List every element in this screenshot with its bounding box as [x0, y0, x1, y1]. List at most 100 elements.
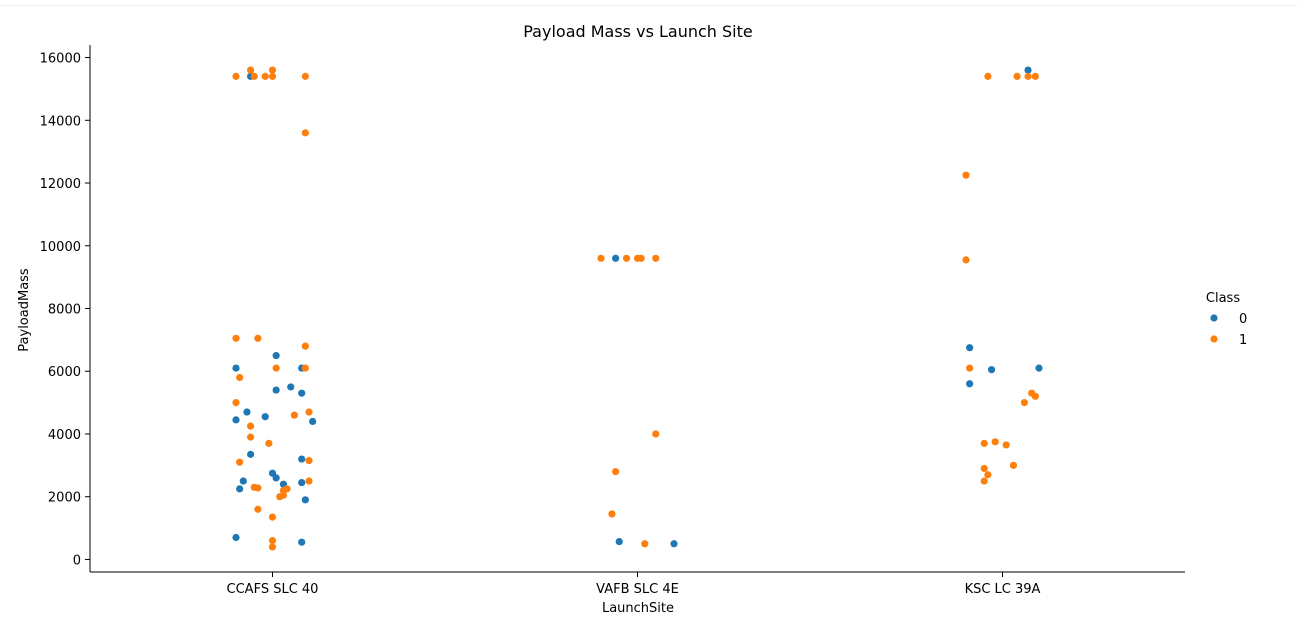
point-class-1 [980, 439, 988, 447]
point-class-1 [279, 491, 288, 499]
y-axis-ticks: 0 2000 4000 6000 8000 10000 12000 14000 16000 [40, 52, 90, 568]
x-tick-label: KSC LC 39A [965, 582, 1041, 597]
point-class-0 [1024, 66, 1032, 74]
point-class-1 [272, 364, 280, 372]
point-class-0 [232, 416, 240, 424]
point-class-1 [301, 342, 309, 350]
point-class-1 [232, 399, 240, 407]
y-tick-label: 8000 [48, 303, 81, 318]
point-class-1 [962, 256, 970, 264]
point-class-1 [637, 254, 645, 262]
x-axis-ticks: CCAFS SLC 40 VAFB SLC 4E KSC LC 39A [227, 572, 1041, 597]
point-class-0 [301, 496, 309, 504]
point-class-1 [641, 540, 649, 548]
legend-label-1: 1 [1239, 333, 1247, 348]
point-class-1 [612, 468, 620, 476]
point-class-1 [301, 364, 309, 372]
point-class-1 [305, 477, 313, 485]
point-class-0 [272, 474, 280, 482]
legend: Class 0 1 [1206, 291, 1247, 348]
point-class-1 [305, 408, 313, 416]
point-class-1 [250, 72, 258, 80]
y-tick-label: 2000 [48, 491, 81, 506]
y-tick-label: 14000 [40, 114, 81, 129]
legend-label-0: 0 [1239, 312, 1247, 327]
point-class-1 [254, 484, 262, 492]
point-class-1 [305, 457, 313, 465]
point-class-0 [287, 383, 295, 391]
x-tick-label: CCAFS SLC 40 [227, 582, 319, 597]
point-class-0 [236, 485, 244, 493]
point-class-0 [966, 344, 974, 352]
point-class-0 [298, 478, 306, 487]
point-class-0 [615, 537, 623, 546]
point-class-1 [268, 66, 277, 74]
point-class-0 [612, 254, 620, 262]
point-class-1 [236, 458, 244, 466]
point-class-0 [243, 408, 251, 416]
point-class-0 [232, 533, 240, 542]
point-class-0 [298, 538, 306, 546]
point-class-1 [265, 439, 273, 447]
point-class-1 [247, 433, 255, 441]
point-class-0 [261, 413, 269, 421]
point-class-0 [272, 351, 280, 360]
point-class-1 [991, 438, 999, 446]
data-points [232, 66, 1043, 551]
point-class-1 [1009, 461, 1018, 469]
point-class-1 [301, 72, 309, 80]
point-class-0 [247, 450, 255, 458]
point-class-1 [268, 513, 277, 521]
top-divider [0, 5, 1298, 6]
point-class-1 [984, 471, 992, 479]
point-class-1 [1002, 441, 1010, 449]
point-class-1 [261, 72, 269, 80]
point-class-1 [962, 171, 970, 179]
point-class-1 [1031, 392, 1039, 400]
point-class-1 [980, 464, 988, 473]
point-class-1 [283, 485, 291, 493]
legend-title: Class [1206, 291, 1240, 306]
point-class-1 [254, 334, 262, 342]
point-class-1 [232, 72, 240, 80]
point-class-1 [597, 254, 605, 262]
y-tick-label: 4000 [48, 428, 81, 443]
point-class-1 [236, 373, 244, 382]
point-class-1 [290, 411, 298, 419]
chart-title: Payload Mass vs Launch Site [523, 22, 752, 41]
point-class-0 [298, 455, 306, 463]
point-class-1 [268, 537, 277, 545]
point-class-1 [232, 334, 240, 342]
point-class-1 [1013, 72, 1021, 80]
point-class-0 [232, 364, 240, 372]
point-class-1 [984, 72, 992, 80]
point-class-1 [1024, 72, 1032, 80]
point-class-0 [239, 477, 247, 485]
point-class-1 [622, 254, 631, 262]
point-class-1 [254, 505, 262, 513]
point-class-0 [1035, 364, 1043, 372]
y-tick-label: 16000 [40, 52, 81, 67]
point-class-1 [652, 430, 660, 438]
x-tick-label: VAFB SLC 4E [596, 582, 679, 597]
y-axis-title: PayloadMass [17, 268, 32, 352]
point-class-1 [247, 66, 255, 74]
point-class-1 [301, 129, 309, 137]
x-axis-title: LaunchSite [602, 601, 674, 616]
point-class-0 [670, 540, 678, 548]
point-class-1 [966, 364, 974, 372]
point-class-1 [608, 510, 616, 518]
point-class-0 [966, 380, 974, 388]
point-class-0 [298, 389, 306, 397]
point-class-1 [980, 477, 988, 485]
y-tick-label: 0 [73, 553, 81, 568]
legend-marker-0 [1210, 314, 1218, 322]
point-class-1 [1020, 399, 1028, 407]
y-tick-label: 6000 [48, 365, 81, 380]
y-tick-label: 12000 [40, 177, 81, 192]
point-class-1 [268, 72, 277, 80]
y-tick-label: 10000 [40, 240, 81, 255]
point-class-0 [309, 417, 317, 426]
point-class-1 [268, 543, 277, 551]
